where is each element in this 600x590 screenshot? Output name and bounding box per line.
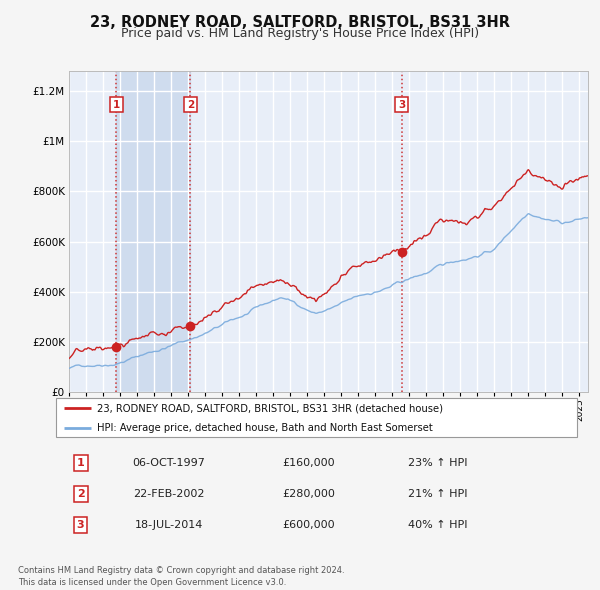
Text: 18-JUL-2014: 18-JUL-2014 xyxy=(135,520,203,530)
Text: £600,000: £600,000 xyxy=(283,520,335,530)
Text: 06-OCT-1997: 06-OCT-1997 xyxy=(133,458,206,468)
Text: 1: 1 xyxy=(113,100,120,110)
Text: HPI: Average price, detached house, Bath and North East Somerset: HPI: Average price, detached house, Bath… xyxy=(97,423,433,433)
Text: 40% ↑ HPI: 40% ↑ HPI xyxy=(408,520,467,530)
FancyBboxPatch shape xyxy=(56,398,577,437)
Text: 3: 3 xyxy=(398,100,405,110)
Text: 23, RODNEY ROAD, SALTFORD, BRISTOL, BS31 3HR (detached house): 23, RODNEY ROAD, SALTFORD, BRISTOL, BS31… xyxy=(97,404,443,414)
Text: £160,000: £160,000 xyxy=(283,458,335,468)
Text: 2: 2 xyxy=(187,100,194,110)
Text: 23% ↑ HPI: 23% ↑ HPI xyxy=(408,458,467,468)
Text: 2: 2 xyxy=(77,489,85,499)
Text: Price paid vs. HM Land Registry's House Price Index (HPI): Price paid vs. HM Land Registry's House … xyxy=(121,27,479,40)
Text: 3: 3 xyxy=(77,520,85,530)
Text: Contains HM Land Registry data © Crown copyright and database right 2024.
This d: Contains HM Land Registry data © Crown c… xyxy=(18,566,344,587)
Text: 21% ↑ HPI: 21% ↑ HPI xyxy=(408,489,467,499)
Text: 1: 1 xyxy=(77,458,85,468)
Bar xyxy=(116,71,190,392)
Text: 22-FEB-2002: 22-FEB-2002 xyxy=(133,489,205,499)
Text: £280,000: £280,000 xyxy=(283,489,335,499)
Text: 23, RODNEY ROAD, SALTFORD, BRISTOL, BS31 3HR: 23, RODNEY ROAD, SALTFORD, BRISTOL, BS31… xyxy=(90,15,510,30)
